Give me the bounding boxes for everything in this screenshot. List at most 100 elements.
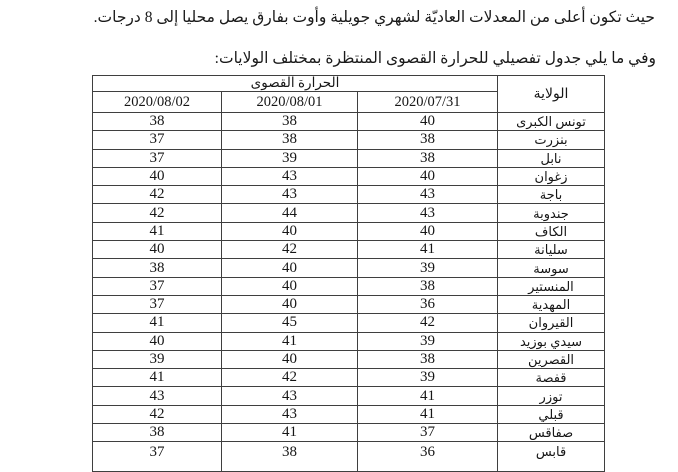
- temp-cell-20200801: 43: [221, 166, 358, 187]
- temp-cell-20200801: 38: [221, 130, 358, 150]
- temp-cell-20200731: 40: [357, 111, 498, 132]
- column-header-date-20200731: 2020/07/31: [357, 91, 498, 113]
- temp-cell-20200801: 40: [221, 221, 358, 242]
- state-cell: القيروان: [497, 313, 605, 333]
- temp-cell-20200802: 37: [92, 294, 222, 315]
- state-cell: سليانة: [497, 240, 605, 260]
- temp-cell-20200801: 38: [221, 111, 358, 132]
- temp-cell-20200731: 41: [357, 240, 498, 260]
- temp-cell-20200802: 40: [92, 240, 222, 260]
- temp-cell-20200802: 37: [92, 148, 222, 168]
- temp-cell-20200801: 42: [221, 240, 358, 260]
- temp-cell-20200731: 43: [357, 185, 498, 205]
- temp-cell-20200731: 43: [357, 203, 498, 223]
- temp-cell-20200731: 40: [357, 221, 498, 242]
- temp-cell-20200802: 42: [92, 203, 222, 223]
- temp-cell-20200802: 41: [92, 368, 222, 388]
- state-cell: المنستير: [497, 276, 605, 296]
- table-row: المنستير 38 40 37: [92, 276, 605, 296]
- temp-cell-20200731: 38: [357, 148, 498, 168]
- temp-cell-20200731: 36: [357, 441, 498, 472]
- table-row: سوسة 39 40 38: [92, 258, 605, 278]
- table-row: تونس الكبرى 40 38 38: [92, 111, 605, 132]
- state-cell: جندوبة: [497, 203, 605, 223]
- temp-cell-20200801: 43: [221, 185, 358, 205]
- state-cell: قابس: [497, 441, 605, 472]
- state-cell: الكاف: [497, 221, 605, 242]
- temp-cell-20200731: 42: [357, 313, 498, 333]
- temp-cell-20200802: 42: [92, 404, 222, 425]
- temp-cell-20200802: 42: [92, 185, 222, 205]
- state-cell: صفاقس: [497, 423, 605, 443]
- table-row: زغوان 40 43 40: [92, 166, 605, 187]
- temp-cell-20200801: 43: [221, 404, 358, 425]
- temp-cell-20200801: 40: [221, 258, 358, 278]
- temp-cell-20200731: 41: [357, 404, 498, 425]
- temp-cell-20200731: 39: [357, 331, 498, 351]
- table-row: المهدية 36 40 37: [92, 294, 605, 315]
- temp-cell-20200802: 41: [92, 221, 222, 242]
- state-cell: بنزرت: [497, 130, 605, 150]
- temp-cell-20200802: 43: [92, 386, 222, 406]
- state-cell: القصرين: [497, 349, 605, 370]
- state-cell: باجة: [497, 185, 605, 205]
- temp-cell-20200802: 37: [92, 441, 222, 472]
- table-row: نابل 38 39 37: [92, 148, 605, 168]
- temp-cell-20200731: 39: [357, 258, 498, 278]
- temp-cell-20200731: 36: [357, 294, 498, 315]
- state-cell: المهدية: [497, 294, 605, 315]
- table-title: الحرارة القصوى: [92, 75, 498, 92]
- table-row: الكاف 40 40 41: [92, 221, 605, 242]
- temp-cell-20200802: 40: [92, 166, 222, 187]
- temp-cell-20200802: 39: [92, 349, 222, 370]
- paragraph-line-1: حيث تكون أعلى من المعدلات العاديّة لشهري…: [93, 9, 655, 26]
- temp-cell-20200731: 37: [357, 423, 498, 443]
- temp-cell-20200731: 38: [357, 130, 498, 150]
- state-cell: نابل: [497, 148, 605, 168]
- temp-cell-20200731: 40: [357, 166, 498, 187]
- table-body: تونس الكبرى 40 38 38 بنزرت 38 38 37 نابل 38 39 37 زغ…: [92, 111, 605, 472]
- temp-cell-20200801: 40: [221, 294, 358, 315]
- column-header-state: الولاية: [497, 75, 605, 113]
- temp-cell-20200802: 38: [92, 423, 222, 443]
- table-row: سيدي بوزيد 39 41 40: [92, 331, 605, 351]
- temp-cell-20200801: 42: [221, 368, 358, 388]
- paragraph-line-2: وفي ما يلي جدول تفصيلي للحرارة القصوى ال…: [214, 50, 656, 67]
- temp-cell-20200801: 38: [221, 441, 358, 472]
- table-row: قابس 36 38 37: [92, 441, 605, 472]
- temp-cell-20200802: 41: [92, 313, 222, 333]
- temp-cell-20200802: 40: [92, 331, 222, 351]
- state-cell: توزر: [497, 386, 605, 406]
- temp-cell-20200802: 37: [92, 276, 222, 296]
- table-row: القيروان 42 45 41: [92, 313, 605, 333]
- state-cell: قفصة: [497, 368, 605, 388]
- table-row: توزر 41 43 43: [92, 386, 605, 406]
- state-cell: قبلي: [497, 404, 605, 425]
- table-row: قبلي 41 43 42: [92, 404, 605, 425]
- table-row: بنزرت 38 38 37: [92, 130, 605, 150]
- temp-cell-20200802: 38: [92, 258, 222, 278]
- table-row: سليانة 41 42 40: [92, 240, 605, 260]
- temp-cell-20200801: 40: [221, 349, 358, 370]
- table-row: القصرين 38 40 39: [92, 349, 605, 370]
- temp-cell-20200801: 41: [221, 423, 358, 443]
- temp-cell-20200802: 37: [92, 130, 222, 150]
- table-header: الولاية الحرارة القصوى 2020/07/31 2020/0…: [92, 75, 605, 113]
- column-header-date-20200802: 2020/08/02: [92, 91, 222, 113]
- state-cell: تونس الكبرى: [497, 111, 605, 132]
- column-header-date-20200801: 2020/08/01: [221, 91, 358, 113]
- temp-cell-20200801: 43: [221, 386, 358, 406]
- temp-cell-20200802: 38: [92, 111, 222, 132]
- table-row: قفصة 39 42 41: [92, 368, 605, 388]
- temp-cell-20200801: 41: [221, 331, 358, 351]
- temp-cell-20200731: 38: [357, 349, 498, 370]
- state-cell: زغوان: [497, 166, 605, 187]
- table-row: باجة 43 43 42: [92, 185, 605, 205]
- temp-cell-20200731: 39: [357, 368, 498, 388]
- temp-cell-20200801: 39: [221, 148, 358, 168]
- state-cell: سوسة: [497, 258, 605, 278]
- table-row: جندوبة 43 44 42: [92, 203, 605, 223]
- temp-cell-20200801: 40: [221, 276, 358, 296]
- temp-cell-20200731: 38: [357, 276, 498, 296]
- state-cell: سيدي بوزيد: [497, 331, 605, 351]
